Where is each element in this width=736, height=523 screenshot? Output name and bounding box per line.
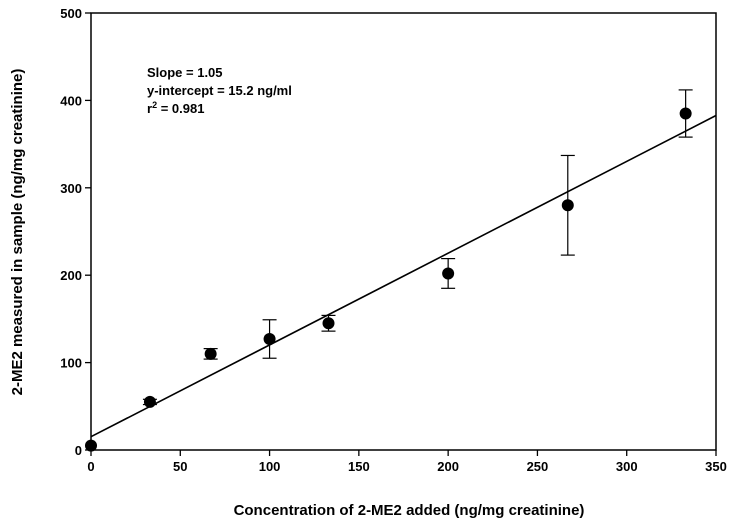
data-point bbox=[679, 107, 692, 120]
x-axis-title: Concentration of 2-ME2 added (ng/mg crea… bbox=[234, 502, 585, 519]
annotation-slope: Slope = 1.05 bbox=[147, 65, 223, 80]
points-layer bbox=[85, 89, 693, 452]
y-tick-label: 500 bbox=[60, 6, 82, 21]
y-tick-label: 200 bbox=[60, 268, 82, 283]
annotation-intercept: y-intercept = 15.2 ng/ml bbox=[147, 83, 292, 98]
x-tick-label: 150 bbox=[348, 459, 370, 474]
y-axis-title: 2-ME2 measured in sample (ng/mg creatini… bbox=[9, 69, 26, 396]
y-tick-label: 400 bbox=[60, 93, 82, 108]
data-point bbox=[442, 267, 455, 280]
plot-frame bbox=[90, 12, 717, 451]
y-tick-label: 100 bbox=[60, 356, 82, 371]
x-tick-label: 200 bbox=[437, 459, 459, 474]
data-point bbox=[263, 333, 276, 346]
x-tick-label: 250 bbox=[527, 459, 549, 474]
x-tick-label: 300 bbox=[616, 459, 638, 474]
data-point bbox=[561, 199, 574, 212]
annotation-r2: r2 = 0.981 bbox=[147, 100, 204, 116]
y-tick-label: 300 bbox=[60, 181, 82, 196]
ticks-layer: 0 50 100 150 200 250 300 350 0 100 200 300 400 500 bbox=[60, 6, 727, 474]
y-tick-label: 0 bbox=[75, 443, 82, 458]
x-tick-label: 100 bbox=[259, 459, 281, 474]
data-point bbox=[85, 439, 97, 452]
data-point bbox=[143, 395, 156, 408]
x-tick-label: 50 bbox=[173, 459, 187, 474]
x-tick-label: 0 bbox=[87, 459, 94, 474]
annotation-r2-sup: 2 bbox=[152, 100, 157, 110]
regression-line bbox=[90, 114, 717, 438]
annotation-r2-prefix: r bbox=[147, 101, 152, 116]
annotation-r2-value: = 0.981 bbox=[157, 101, 204, 116]
data-point bbox=[322, 317, 335, 330]
x-tick-label: 350 bbox=[705, 459, 727, 474]
fit-layer bbox=[90, 114, 717, 438]
data-point bbox=[204, 347, 217, 360]
